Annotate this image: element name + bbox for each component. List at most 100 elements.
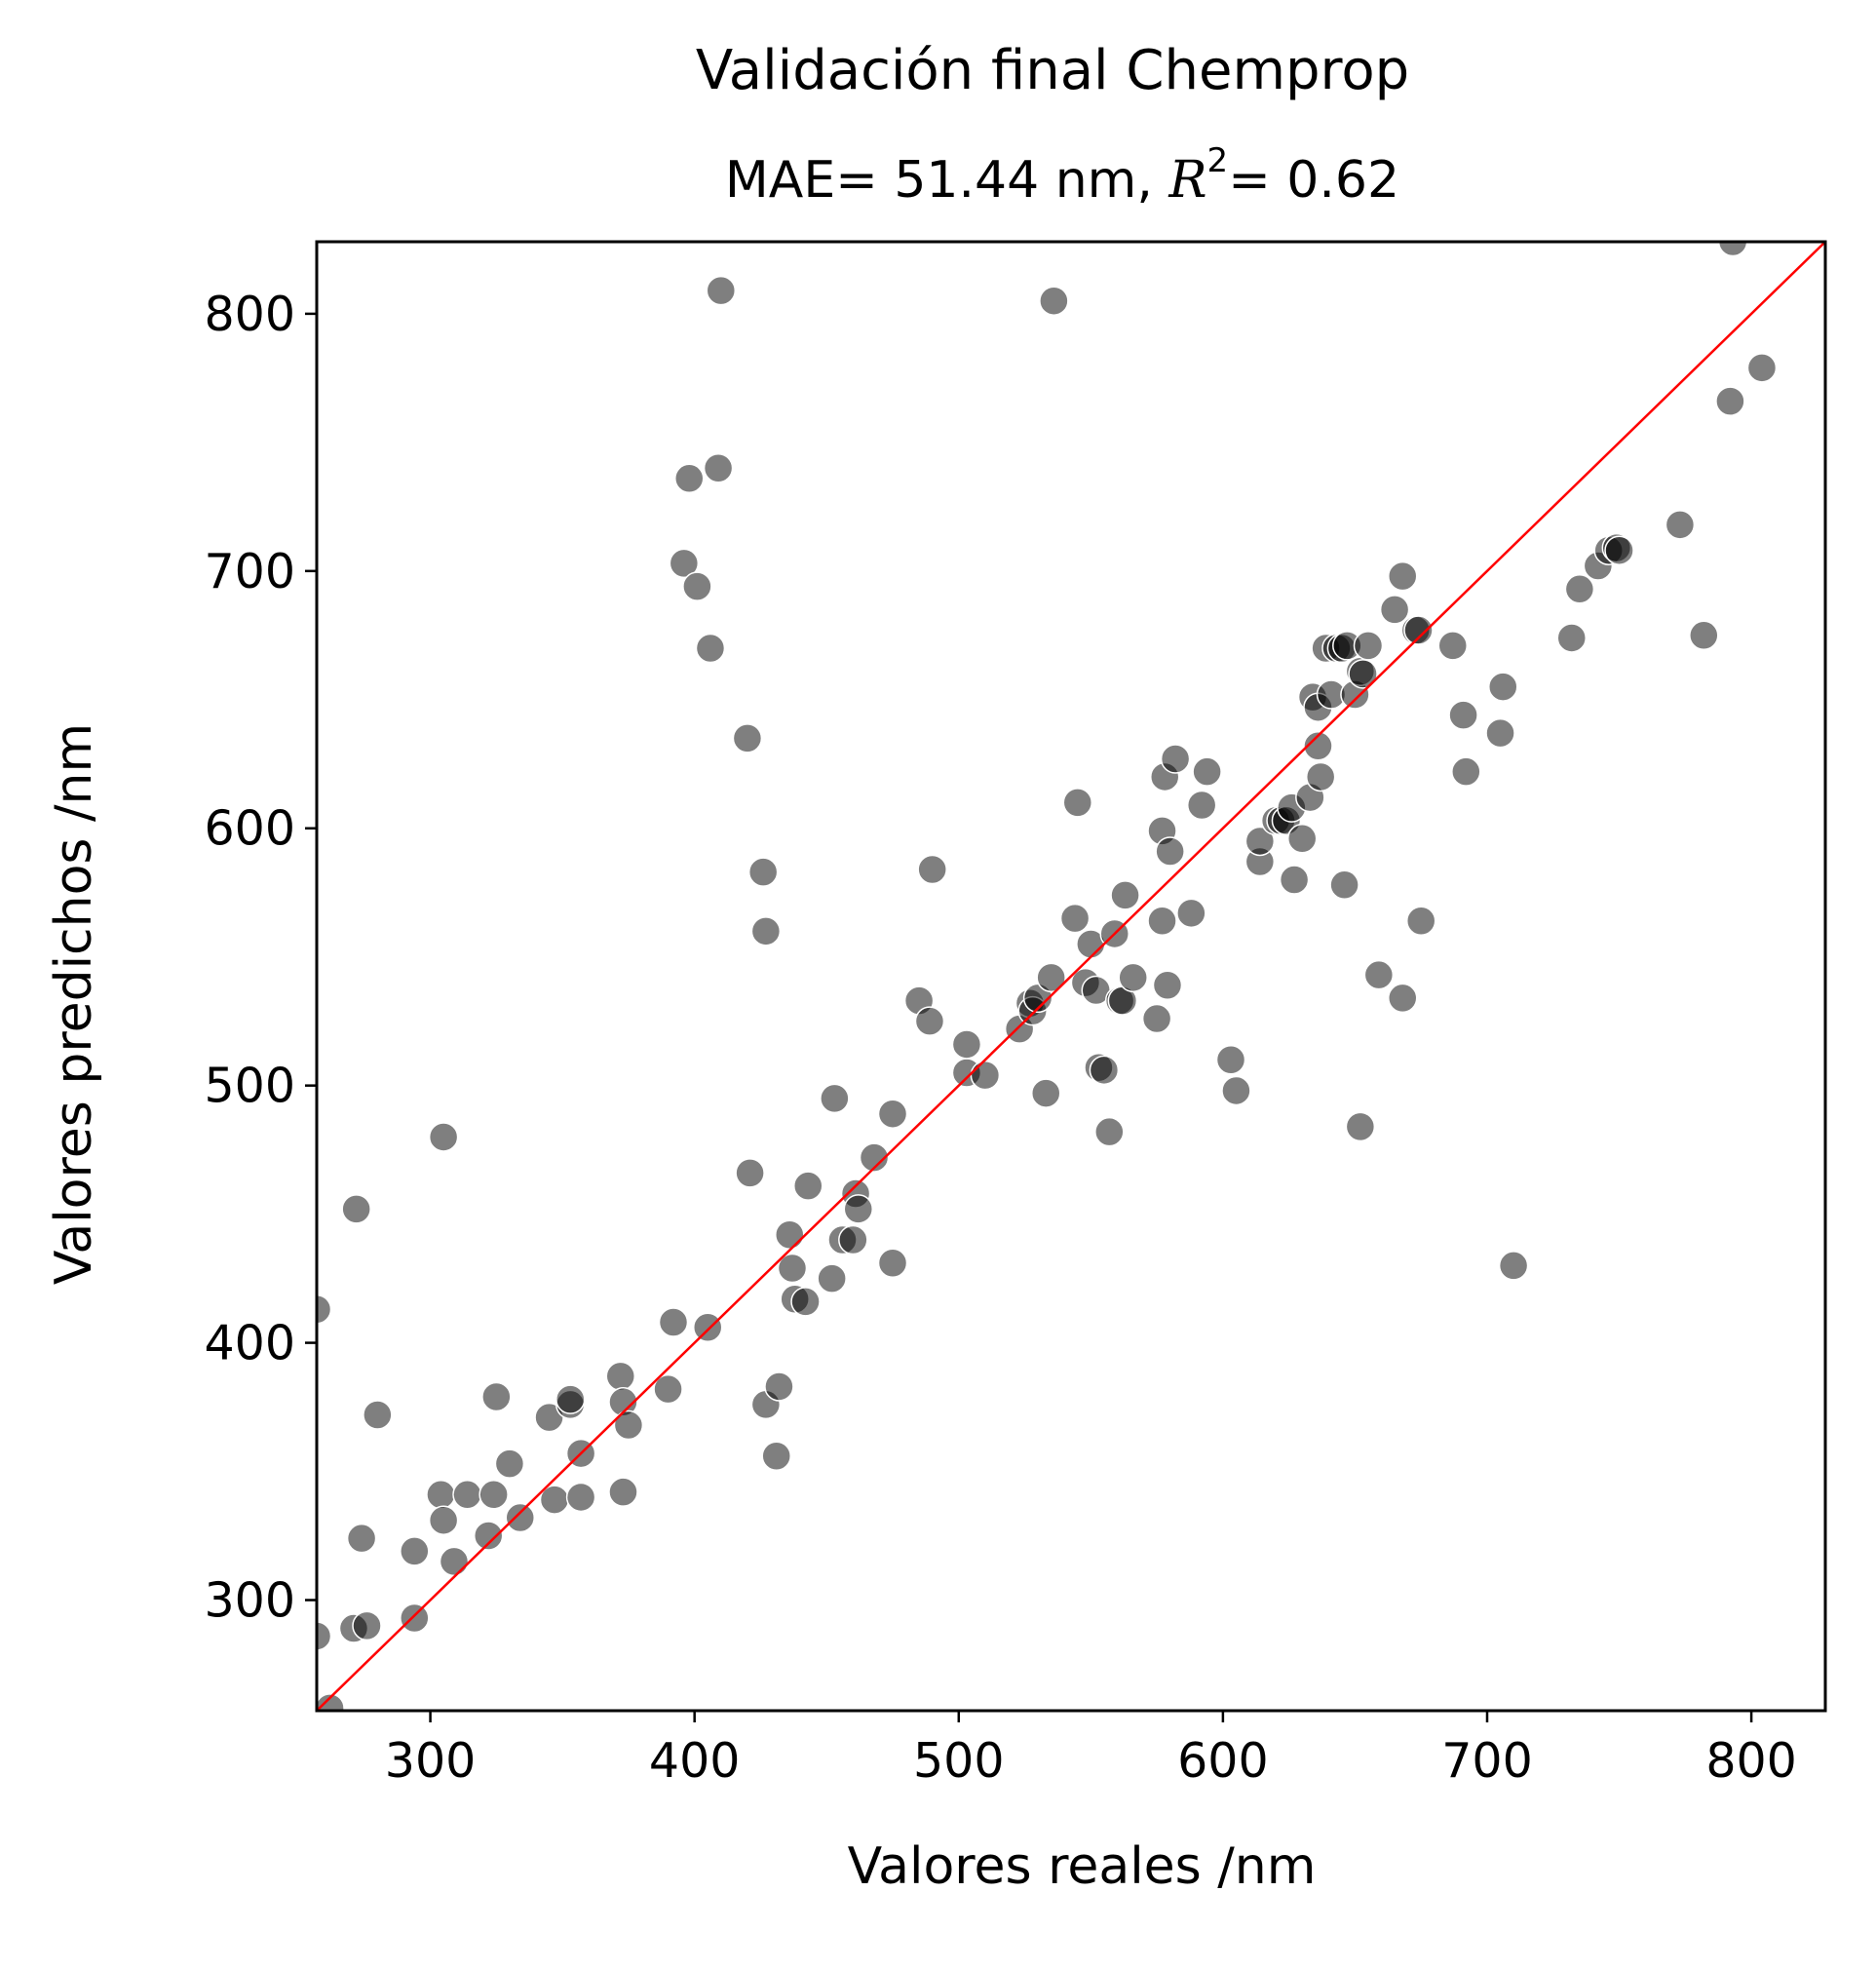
- data-point: [452, 1480, 482, 1510]
- data-point: [1564, 574, 1595, 604]
- data-point: [1062, 788, 1093, 818]
- x-tick-label: 800: [1705, 1733, 1797, 1789]
- data-point: [1498, 1251, 1529, 1281]
- y-tick-label: 800: [204, 287, 295, 342]
- chart-title: Validación final Chemprop: [695, 39, 1410, 102]
- data-point: [1437, 631, 1468, 661]
- data-point: [605, 1361, 636, 1392]
- y-tick-label: 500: [204, 1059, 295, 1114]
- data-point: [1094, 1116, 1125, 1147]
- data-point: [439, 1546, 470, 1577]
- x-tick-label: 600: [1177, 1733, 1269, 1789]
- data-point: [1665, 510, 1696, 540]
- data-point: [653, 1373, 683, 1405]
- data-point: [914, 1006, 945, 1036]
- data-point: [1448, 700, 1478, 730]
- data-point: [428, 1122, 459, 1152]
- data-point: [1152, 970, 1183, 1000]
- data-point: [1215, 1045, 1246, 1075]
- data-point: [473, 1521, 504, 1551]
- subtitle-suffix: = 0.62: [1228, 151, 1400, 210]
- data-point: [1715, 386, 1745, 416]
- data-point: [1039, 286, 1069, 316]
- data-point: [1329, 869, 1359, 901]
- data-point: [820, 1083, 850, 1114]
- y-tick-label: 600: [204, 801, 295, 857]
- x-axis: 300 400 500 600 700 800: [385, 1711, 1797, 1789]
- data-point: [843, 1194, 874, 1224]
- data-point: [1387, 983, 1418, 1014]
- data-point: [1345, 1111, 1376, 1142]
- data-point: [1286, 824, 1318, 854]
- data-point: [1303, 731, 1333, 761]
- x-tick-label: 400: [649, 1733, 741, 1789]
- data-point: [426, 1480, 456, 1510]
- data-point: [1118, 962, 1148, 993]
- data-point: [817, 1263, 847, 1293]
- data-point: [1717, 242, 1748, 257]
- data-point: [951, 1029, 982, 1060]
- data-point: [1089, 1055, 1120, 1086]
- data-point: [317, 1693, 345, 1711]
- data-point: [1746, 353, 1778, 383]
- data-point: [1387, 560, 1418, 592]
- data-point: [859, 1142, 890, 1173]
- data-point: [1192, 756, 1222, 787]
- data-point: [1221, 1075, 1251, 1106]
- data-point: [695, 633, 726, 664]
- data-point: [341, 1194, 371, 1224]
- data-point: [1348, 659, 1378, 689]
- data-point: [658, 1307, 689, 1337]
- data-point: [1604, 535, 1634, 565]
- data-point: [669, 548, 700, 579]
- data-point: [1353, 631, 1384, 661]
- r2-exponent: 2: [1206, 141, 1229, 180]
- data-point: [1451, 756, 1481, 787]
- reference-layer: [317, 242, 1825, 1711]
- data-point: [555, 1384, 586, 1414]
- data-point: [481, 1381, 512, 1412]
- data-point: [674, 463, 705, 494]
- identity-line: [317, 242, 1825, 1711]
- x-axis-label: Valores reales /nm: [847, 1837, 1317, 1896]
- data-point: [732, 723, 763, 753]
- x-tick-label: 300: [385, 1733, 477, 1789]
- data-point: [505, 1502, 535, 1533]
- data-point: [1363, 959, 1395, 990]
- data-point: [761, 1441, 791, 1471]
- y-axis-label: Valores predichos /nm: [45, 722, 103, 1286]
- data-point: [346, 1523, 377, 1554]
- data-point: [494, 1448, 525, 1479]
- data-point: [777, 1253, 808, 1284]
- data-point: [317, 1294, 332, 1325]
- data-point: [1160, 744, 1191, 774]
- data-point: [428, 1505, 459, 1535]
- y-tick-label: 700: [204, 544, 295, 599]
- data-point: [917, 854, 947, 885]
- data-point: [793, 1171, 823, 1201]
- data-point: [1379, 595, 1410, 625]
- data-point: [750, 916, 782, 946]
- data-point: [565, 1482, 596, 1513]
- subtitle-prefix: MAE= 51.44 nm,: [724, 151, 1169, 210]
- x-tick-label: 500: [913, 1733, 1005, 1789]
- x-tick-label: 700: [1441, 1733, 1533, 1789]
- data-point: [706, 275, 737, 306]
- data-point: [1556, 623, 1587, 653]
- y-axis: 300 400 500 600 700 800: [204, 287, 317, 1629]
- chart-subtitle: MAE= 51.44 nm, R2= 0.62: [0, 141, 1876, 210]
- data-point: [400, 1602, 430, 1634]
- data-point: [682, 571, 712, 601]
- data-point: [1176, 898, 1206, 929]
- data-point: [1110, 880, 1140, 910]
- data-point: [1030, 1078, 1061, 1108]
- data-point: [970, 1060, 1001, 1091]
- data-point: [1141, 1003, 1172, 1034]
- data-point: [1147, 906, 1177, 937]
- data-point: [692, 1312, 723, 1343]
- data-point: [352, 1610, 382, 1641]
- data-point: [703, 453, 734, 483]
- data-point: [735, 1158, 765, 1188]
- r2-symbol: R: [1168, 151, 1207, 210]
